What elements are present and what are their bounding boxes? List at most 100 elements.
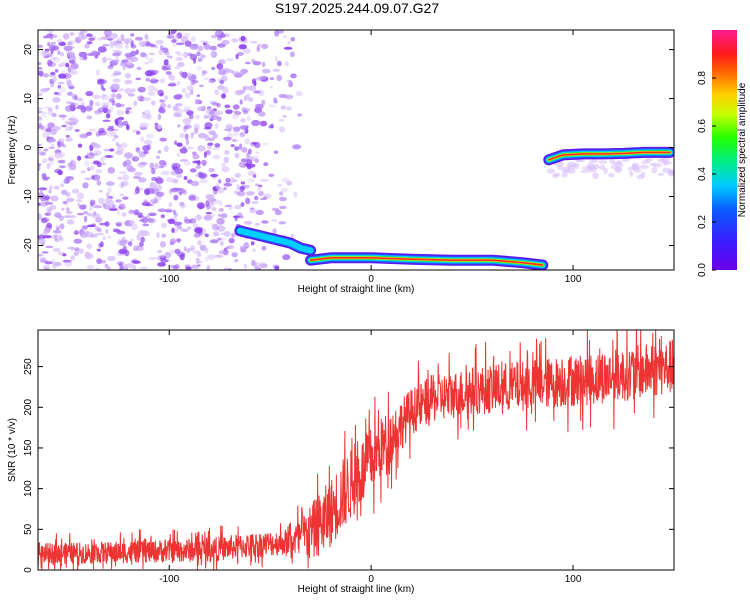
noise-speckle [106, 255, 116, 261]
noise-speckle [140, 229, 149, 235]
noise-speckle [110, 132, 117, 136]
noise-speckle [85, 91, 94, 97]
noise-speckle [170, 30, 177, 34]
noise-speckle [204, 122, 213, 129]
noise-speckle [248, 156, 254, 161]
noise-speckle [126, 164, 134, 171]
noise-speckle [252, 248, 256, 252]
noise-speckle [188, 114, 194, 120]
noise-speckle [589, 159, 599, 164]
noise-speckle [199, 179, 208, 184]
noise-speckle [65, 176, 74, 180]
noise-speckle [48, 185, 53, 191]
noise-speckle [261, 245, 267, 251]
noise-speckle [197, 58, 203, 62]
noise-speckle [157, 249, 163, 254]
noise-speckle [173, 187, 183, 191]
noise-speckle [189, 43, 199, 50]
noise-speckle [38, 124, 44, 128]
noise-speckle [187, 52, 193, 57]
noise-speckle [277, 183, 283, 187]
noise-speckle [212, 223, 219, 231]
noise-speckle [259, 120, 268, 127]
noise-speckle [164, 51, 170, 56]
noise-speckle [155, 177, 164, 184]
noise-speckle [287, 40, 291, 45]
noise-speckle [230, 144, 235, 148]
noise-speckle [180, 204, 186, 209]
noise-speckle [70, 215, 77, 219]
noise-speckle [132, 176, 141, 179]
noise-speckle [38, 163, 41, 167]
noise-speckle [161, 233, 167, 238]
noise-speckle [238, 44, 247, 50]
noise-speckle [240, 35, 246, 42]
noise-speckle [96, 180, 102, 186]
noise-speckle [76, 155, 82, 161]
noise-speckle [239, 125, 249, 130]
noise-speckle [561, 173, 568, 178]
noise-speckle [88, 37, 96, 41]
noise-speckle [242, 164, 246, 168]
noise-speckle [274, 209, 282, 216]
noise-speckle [148, 257, 158, 260]
noise-speckle [73, 230, 79, 235]
noise-speckle [183, 109, 192, 113]
noise-speckle [228, 177, 236, 184]
y-tick-label: 20 [23, 44, 34, 56]
noise-speckle [45, 128, 52, 133]
noise-speckle [153, 87, 159, 93]
noise-speckle [183, 51, 189, 59]
noise-speckle [176, 112, 182, 118]
noise-speckle [83, 215, 88, 223]
noise-speckle [51, 264, 56, 268]
noise-speckle [43, 73, 49, 78]
spectrogram-y-ticks: -20 -10 0 10 20 [23, 44, 674, 253]
noise-speckle [203, 214, 213, 221]
noise-speckle [38, 213, 42, 220]
snr-series-line [38, 330, 674, 570]
noise-speckle [135, 146, 141, 153]
noise-speckle [59, 165, 66, 169]
noise-speckle [213, 199, 223, 205]
noise-speckle [47, 59, 53, 67]
noise-speckle [117, 206, 123, 209]
noise-speckle [232, 139, 236, 142]
noise-speckle [112, 138, 116, 142]
noise-speckle [153, 197, 158, 203]
noise-speckle [142, 113, 151, 119]
noise-speckle [200, 54, 205, 59]
noise-speckle [53, 92, 59, 95]
noise-speckle [227, 129, 231, 133]
noise-speckle [225, 123, 233, 129]
noise-speckle [225, 109, 233, 114]
noise-speckle [76, 192, 85, 200]
y-tick-label: 10 [23, 93, 34, 105]
y-tick-label: 150 [23, 439, 34, 456]
noise-speckle [53, 230, 62, 234]
noise-speckle [274, 30, 280, 37]
noise-speckle [58, 234, 63, 241]
noise-speckle [112, 78, 121, 83]
x-tick-label: 0 [368, 274, 374, 285]
noise-speckle [219, 241, 224, 246]
noise-speckle [191, 80, 199, 84]
noise-speckle [90, 201, 94, 207]
noise-speckle [652, 163, 663, 168]
noise-speckle [116, 230, 126, 235]
noise-speckle [73, 251, 79, 256]
noise-speckle [234, 111, 242, 116]
noise-speckle [166, 177, 174, 183]
noise-speckle [96, 227, 102, 232]
noise-speckle [122, 65, 126, 71]
x-tick-label: -100 [159, 274, 179, 285]
noise-speckle [120, 38, 126, 42]
noise-speckle [144, 188, 151, 196]
y-tick-label: -10 [23, 189, 34, 204]
noise-speckle [43, 35, 49, 39]
noise-speckle [166, 55, 173, 59]
noise-speckle [149, 79, 157, 84]
noise-speckle [47, 74, 57, 78]
noise-speckle [231, 252, 238, 258]
noise-speckle [82, 182, 89, 189]
